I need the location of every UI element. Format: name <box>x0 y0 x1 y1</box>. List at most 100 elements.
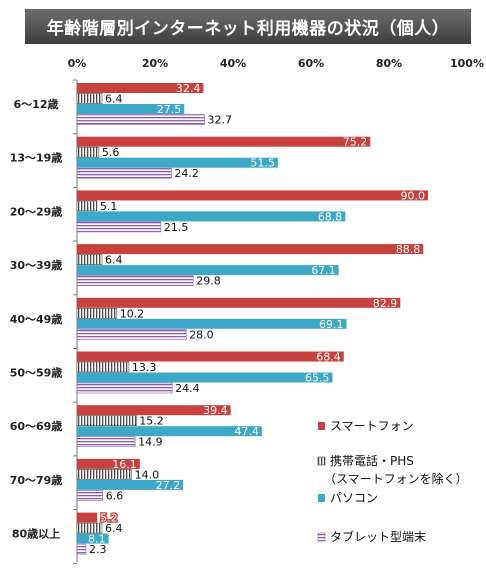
data-label: 68.8 <box>318 210 343 223</box>
bar-2 <box>76 254 103 265</box>
bar-3 <box>77 318 347 329</box>
x-tick-label: 40% <box>220 57 246 70</box>
data-label: 88.8 <box>396 243 421 256</box>
data-label: 68.4 <box>316 351 341 364</box>
legend-label: （スマートフォンを除く） <box>324 471 468 486</box>
legend-swatch <box>317 456 326 466</box>
bar-4 <box>76 114 205 125</box>
category-label: 70～79歳 <box>10 473 63 487</box>
data-label: 15.2 <box>139 415 164 428</box>
bar-3 <box>77 104 185 114</box>
x-tick-label: 20% <box>142 57 168 70</box>
legend-swatch <box>318 422 325 430</box>
bar-1 <box>77 83 204 93</box>
bar-3 <box>77 211 346 222</box>
data-label: 32.7 <box>208 114 233 127</box>
x-tick-label: 60% <box>298 57 324 70</box>
bar-1 <box>77 405 231 416</box>
bar-1 <box>77 244 424 255</box>
bar-1 <box>77 136 371 147</box>
chart-title: 年齢階層別インターネット利用機器の状況（個人） <box>46 19 450 39</box>
data-label: 10.2 <box>120 307 145 320</box>
bar-4 <box>76 275 194 286</box>
data-label: 21.5 <box>164 221 189 234</box>
bar-2 <box>76 469 132 480</box>
bar-2 <box>76 307 118 319</box>
bar-4 <box>76 490 104 501</box>
data-label: 6.4 <box>105 254 123 267</box>
data-label: 32.4 <box>176 82 201 95</box>
x-tick-label: 80% <box>376 57 402 70</box>
legend-swatch <box>317 532 326 542</box>
bar-4 <box>76 167 172 179</box>
data-label: 27.2 <box>156 479 181 492</box>
legend-label: 携帯電話・PHS <box>330 453 414 468</box>
data-label: 13.3 <box>132 361 157 374</box>
bar-3 <box>77 157 278 168</box>
data-label: 6.4 <box>105 93 123 106</box>
bar-1 <box>77 190 428 201</box>
bar-1 <box>77 297 401 308</box>
x-tick-label: 0% <box>68 57 87 70</box>
data-label: 65.5 <box>305 372 330 385</box>
bar-2 <box>76 415 137 427</box>
data-label: 82.9 <box>373 297 398 310</box>
data-label: 69.1 <box>319 318 344 331</box>
bar-3 <box>77 479 184 490</box>
data-label: 24.4 <box>175 382 200 395</box>
data-label: 6.4 <box>105 522 123 535</box>
bar-4 <box>76 543 87 555</box>
title-bar: 年齢階層別インターネット利用機器の状況（個人） <box>25 9 471 44</box>
data-label: 16.1 <box>112 458 137 471</box>
bar-4 <box>76 221 162 233</box>
bar-1 <box>77 512 98 523</box>
bar-4 <box>76 436 136 448</box>
data-label: 14.0 <box>135 468 160 481</box>
bar-2 <box>76 146 100 158</box>
category-label: 6～12歳 <box>14 97 59 111</box>
bar-3 <box>77 372 333 383</box>
bar-4 <box>76 382 173 394</box>
category-label: 80歳以上 <box>12 527 60 541</box>
bar-4 <box>76 328 187 340</box>
category-label: 60～69歳 <box>10 419 63 433</box>
category-label: 13～19歳 <box>10 151 63 165</box>
data-label: 29.8 <box>196 275 221 288</box>
bar-3 <box>77 265 339 276</box>
data-label: 8.1 <box>88 533 106 546</box>
legend-swatch <box>318 494 325 502</box>
category-label: 40～49歳 <box>10 312 63 326</box>
data-label: 5.2 <box>100 512 118 525</box>
data-label: 5.6 <box>102 146 120 159</box>
data-label: 28.0 <box>189 328 214 341</box>
data-label: 47.4 <box>234 425 259 438</box>
bar-1 <box>77 351 344 362</box>
data-label: 67.1 <box>311 264 336 277</box>
legend-label: パソコン <box>330 491 378 505</box>
data-label: 27.5 <box>157 103 182 116</box>
bar-1 <box>77 458 140 469</box>
bar-2 <box>76 200 98 212</box>
legend-label: タブレット型端末 <box>330 529 426 544</box>
bar-3 <box>77 533 109 544</box>
bar-3 <box>77 426 262 437</box>
data-label: 14.9 <box>138 436 163 449</box>
data-label: 75.2 <box>343 136 368 149</box>
x-tick-label: 100% <box>450 57 484 70</box>
data-label: 90.0 <box>401 189 426 202</box>
bar-2 <box>76 522 103 534</box>
legend-label: スマートフォン <box>330 419 414 433</box>
data-label: 5.1 <box>100 200 118 213</box>
data-label: 24.2 <box>174 167 199 180</box>
bar-2 <box>76 93 103 104</box>
category-label: 20～29歳 <box>10 204 63 218</box>
category-label: 30～39歳 <box>10 258 63 272</box>
data-label: 39.4 <box>203 404 228 417</box>
category-label: 50～59歳 <box>10 366 63 380</box>
data-label: 2.3 <box>89 543 107 556</box>
data-label: 51.5 <box>250 157 275 170</box>
data-label: 6.6 <box>106 489 124 502</box>
bar-2 <box>76 361 130 373</box>
